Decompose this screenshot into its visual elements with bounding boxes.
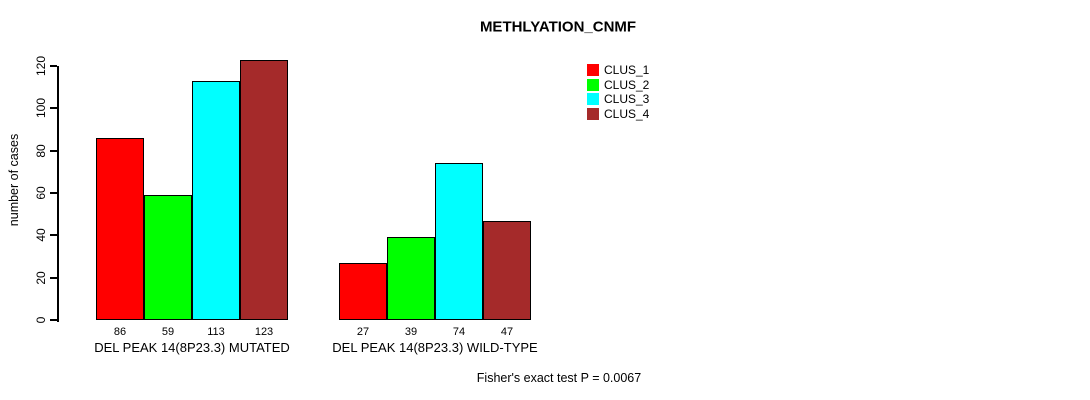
legend-swatch-clus-2 — [587, 78, 599, 91]
bar-clus-4 — [483, 221, 531, 320]
legend-swatch-clus-1 — [587, 64, 599, 76]
group-label: DEL PEAK 14(8P23.3) MUTATED — [94, 340, 290, 355]
y-axis-tick — [50, 234, 57, 237]
chart-title: METHLYATION_CNMF — [479, 18, 637, 36]
bar-value-label: 27 — [356, 326, 370, 338]
bar-clus-2 — [144, 195, 192, 320]
y-axis-tick — [50, 107, 57, 110]
bar-value-label: 47 — [500, 326, 514, 338]
y-axis-tick — [50, 276, 57, 279]
annotation-fisher-test: Fisher's exact test P = 0.0067 — [476, 371, 642, 385]
bar-value-label: 59 — [161, 326, 175, 338]
y-axis-tick — [50, 64, 57, 67]
y-axis-tick-label: 120 — [34, 55, 48, 76]
y-axis-line — [57, 65, 59, 322]
y-axis-label: number of cases — [7, 133, 21, 227]
y-axis-tick-label: 80 — [34, 143, 48, 158]
legend-label: CLUS_1 — [604, 63, 650, 77]
y-axis-tick-label: 20 — [34, 270, 48, 285]
bar-clus-4 — [240, 60, 288, 320]
y-axis-tick — [50, 191, 57, 194]
legend-label: CLUS_2 — [604, 77, 650, 92]
bar-clus-3 — [435, 163, 483, 320]
bar-value-label: 113 — [207, 326, 225, 338]
bar-clus-1 — [96, 138, 144, 320]
bar-value-label: 74 — [452, 326, 466, 338]
legend-label: CLUS_3 — [604, 92, 650, 107]
y-axis-tick-label: 0 — [34, 316, 48, 324]
y-axis-tick-label: 60 — [34, 186, 48, 200]
legend-swatch-clus-4 — [587, 107, 599, 120]
bar-value-label: 39 — [404, 326, 418, 338]
bar-clus-3 — [192, 81, 240, 320]
y-axis-tick-label: 100 — [34, 98, 48, 119]
bar-clus-1 — [339, 263, 387, 320]
group-label: DEL PEAK 14(8P23.3) WILD-TYPE — [332, 340, 538, 355]
y-axis-tick — [50, 319, 57, 321]
bar-value-label: 86 — [113, 326, 127, 338]
y-axis-tick-label: 40 — [34, 228, 48, 242]
y-axis-tick — [50, 149, 57, 152]
bar-value-label: 123 — [254, 326, 274, 338]
legend-label: CLUS_4 — [604, 106, 650, 121]
legend-swatch-clus-3 — [587, 93, 599, 106]
bar-clus-2 — [387, 237, 435, 320]
